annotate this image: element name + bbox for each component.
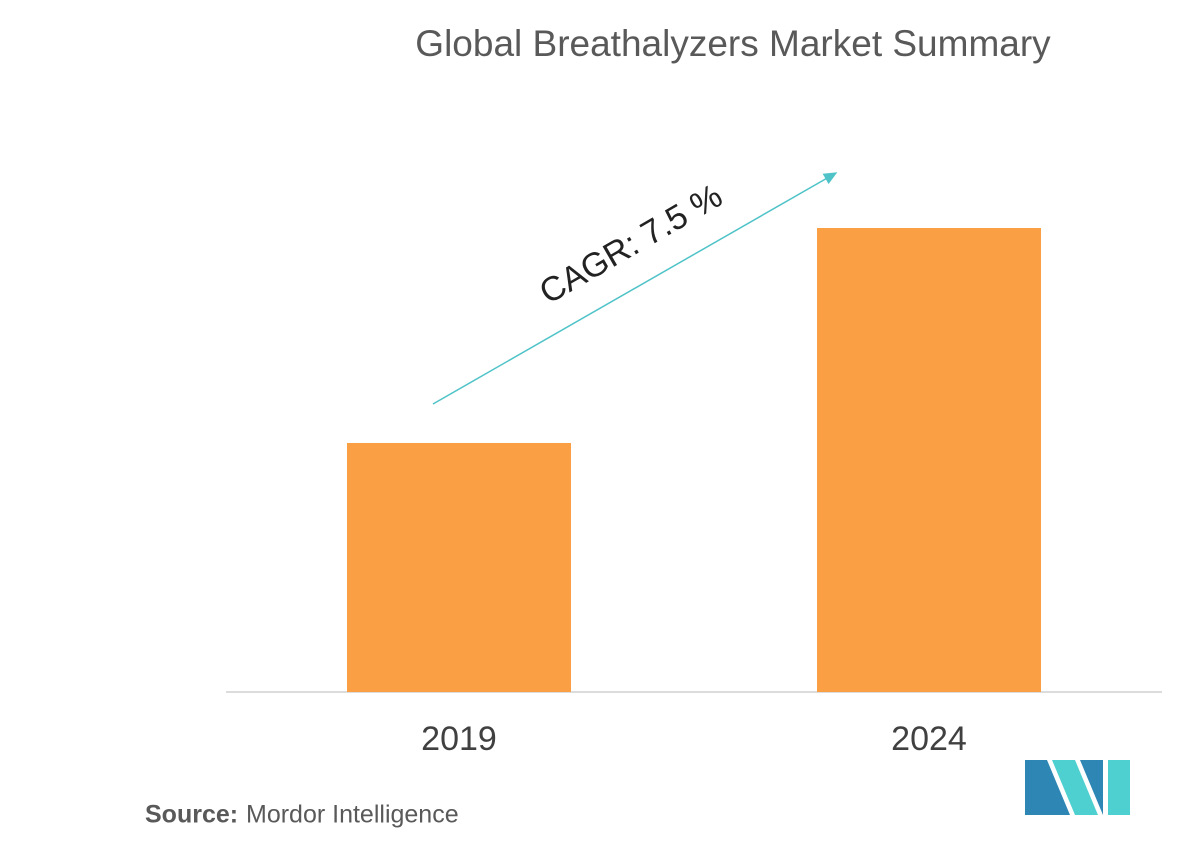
bar [817,228,1041,692]
source: Mordor Intelligence [246,801,459,829]
bar [347,443,571,692]
x-tick-label: 2019 [421,720,497,758]
chart-title: Global Breathalyzers Market Summary [415,23,1051,64]
cagr-arrow [432,172,838,405]
source-label: Source: [145,801,238,829]
x-tick-label: 2024 [891,720,967,758]
cagr-annotation: CAGR: 7.5 % [533,177,729,312]
logo [1025,760,1130,815]
